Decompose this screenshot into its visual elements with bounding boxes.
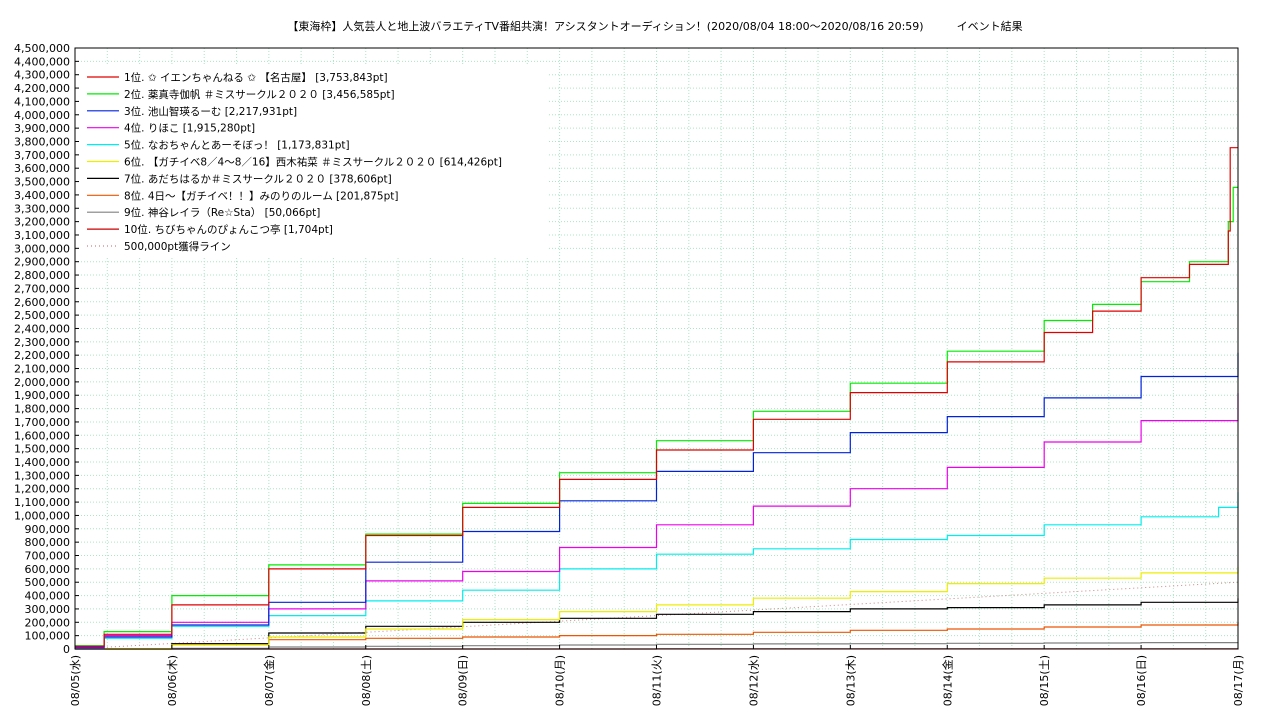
legend-entry: 500,000pt獲得ライン bbox=[124, 240, 231, 253]
legend-entry: 8位. 4日〜【ガチイベ！！】みのりのルーム [201,875pt] bbox=[124, 189, 398, 202]
y-tick-label: 3,100,000 bbox=[14, 229, 70, 242]
y-tick-label: 500,000 bbox=[25, 576, 71, 589]
series-line-6 bbox=[75, 566, 1239, 650]
y-tick-label: 1,200,000 bbox=[14, 483, 70, 496]
x-tick-label: 08/08(土) bbox=[360, 655, 373, 706]
y-tick-label: 4,400,000 bbox=[14, 55, 70, 68]
y-tick-label: 300,000 bbox=[25, 603, 71, 616]
y-tick-label: 1,400,000 bbox=[14, 456, 70, 469]
y-tick-label: 1,600,000 bbox=[14, 429, 70, 442]
y-tick-label: 2,900,000 bbox=[14, 256, 70, 269]
series-line-4 bbox=[75, 393, 1239, 649]
y-tick-label: 600,000 bbox=[25, 563, 71, 576]
y-tick-label: 1,000,000 bbox=[14, 509, 70, 522]
legend-entry: 6位. 【ガチイベ8／4〜8／16】西木祐菜 ＃ミスサークル２０２０ [614,… bbox=[124, 156, 502, 169]
legend: 1位. ✩ イエンちゃんねる ✩ 【名古屋】 [3,753,843pt] 2位. … bbox=[80, 66, 548, 258]
legend-entry: 4位. りほこ [1,915,280pt] bbox=[124, 122, 255, 135]
x-axis-ticks: 08/05(水) 08/06(木) 08/07(金) 08/08(土) 08/09(日)… bbox=[69, 645, 1245, 706]
x-tick-label: 08/16(日) bbox=[1135, 655, 1148, 706]
y-tick-label: 1,700,000 bbox=[14, 416, 70, 429]
series-line-7 bbox=[75, 598, 1239, 650]
series-line-5 bbox=[75, 492, 1239, 649]
y-tick-label: 200,000 bbox=[25, 616, 71, 629]
y-tick-label: 100,000 bbox=[25, 630, 71, 643]
y-tick-label: 4,000,000 bbox=[14, 109, 70, 122]
y-tick-label: 0 bbox=[63, 643, 70, 656]
series-line-3 bbox=[75, 352, 1239, 648]
y-tick-label: 700,000 bbox=[25, 550, 71, 563]
x-tick-label: 08/12(水) bbox=[747, 655, 760, 706]
legend-entry: 2位. 薬真寺伽帆 ＃ミスサークル２０２０ [3,456,585pt] bbox=[124, 88, 395, 101]
x-tick-label: 08/13(木) bbox=[844, 655, 857, 706]
x-tick-label: 08/14(金) bbox=[940, 655, 954, 706]
y-tick-label: 3,500,000 bbox=[14, 176, 70, 189]
y-tick-label: 2,800,000 bbox=[14, 269, 70, 282]
y-tick-label: 900,000 bbox=[25, 523, 71, 536]
y-tick-label: 4,500,000 bbox=[14, 42, 70, 55]
y-tick-label: 4,100,000 bbox=[14, 95, 70, 108]
chart-title: 【東海枠】人気芸人と地上波バラエティTV番組共演！アシスタントオーディション！(… bbox=[287, 19, 1022, 33]
x-tick-label: 08/11(火) bbox=[651, 655, 664, 706]
legend-entry: 1位. ✩ イエンちゃんねる ✩ 【名古屋】 [3,753,843pt] bbox=[124, 71, 388, 84]
y-tick-label: 2,000,000 bbox=[14, 376, 70, 389]
legend-entry: 3位. 池山智瑛るーむ [2,217,931pt] bbox=[124, 105, 297, 118]
y-tick-label: 2,300,000 bbox=[14, 336, 70, 349]
y-tick-label: 1,500,000 bbox=[14, 443, 70, 456]
y-tick-label: 3,300,000 bbox=[14, 202, 70, 215]
x-tick-label: 08/05(水) bbox=[69, 655, 82, 706]
legend-entry: 5位. なおちゃんとあーそぼっ！ [1,173,831pt] bbox=[124, 139, 350, 152]
x-tick-label: 08/06(木) bbox=[166, 655, 179, 706]
y-tick-label: 1,900,000 bbox=[14, 389, 70, 402]
y-tick-label: 2,100,000 bbox=[14, 363, 70, 376]
y-tick-label: 4,300,000 bbox=[14, 69, 70, 82]
series-line-1 bbox=[75, 147, 1238, 647]
y-axis-ticks: 0100,000200,000300,000400,000500,000600,… bbox=[14, 42, 79, 656]
y-tick-label: 2,500,000 bbox=[14, 309, 70, 322]
legend-box bbox=[80, 66, 548, 258]
x-tick-label: 08/07(金) bbox=[262, 655, 276, 706]
y-tick-label: 1,800,000 bbox=[14, 403, 70, 416]
y-tick-label: 2,400,000 bbox=[14, 322, 70, 335]
y-tick-label: 1,300,000 bbox=[14, 469, 70, 482]
y-tick-label: 2,700,000 bbox=[14, 282, 70, 295]
x-tick-label: 08/10(月) bbox=[554, 655, 567, 706]
y-tick-label: 400,000 bbox=[25, 590, 71, 603]
y-tick-label: 800,000 bbox=[25, 536, 71, 549]
y-tick-label: 3,200,000 bbox=[14, 216, 70, 229]
y-tick-label: 3,400,000 bbox=[14, 189, 70, 202]
y-tick-label: 3,600,000 bbox=[14, 162, 70, 175]
y-tick-label: 3,700,000 bbox=[14, 149, 70, 162]
legend-entry: 9位. 神谷レイラ（Re☆Sta） [50,066pt] bbox=[124, 206, 320, 219]
y-tick-label: 3,900,000 bbox=[14, 122, 70, 135]
x-tick-label: 08/17(月) bbox=[1232, 655, 1245, 706]
y-tick-label: 2,600,000 bbox=[14, 296, 70, 309]
y-tick-label: 1,100,000 bbox=[14, 496, 70, 509]
y-tick-label: 3,800,000 bbox=[14, 135, 70, 148]
y-tick-label: 4,200,000 bbox=[14, 82, 70, 95]
legend-entry: 10位. ちびちゃんのぴょんこつ亭 [1,704pt] bbox=[124, 223, 333, 236]
y-tick-label: 2,200,000 bbox=[14, 349, 70, 362]
x-tick-label: 08/09(日) bbox=[457, 655, 470, 706]
y-tick-label: 3,000,000 bbox=[14, 242, 70, 255]
series-lines bbox=[75, 147, 1239, 650]
x-tick-label: 08/15(土) bbox=[1038, 655, 1051, 706]
legend-entry: 7位. あだちはるか＃ミスサークル２０２０ [378,606pt] bbox=[124, 172, 392, 185]
